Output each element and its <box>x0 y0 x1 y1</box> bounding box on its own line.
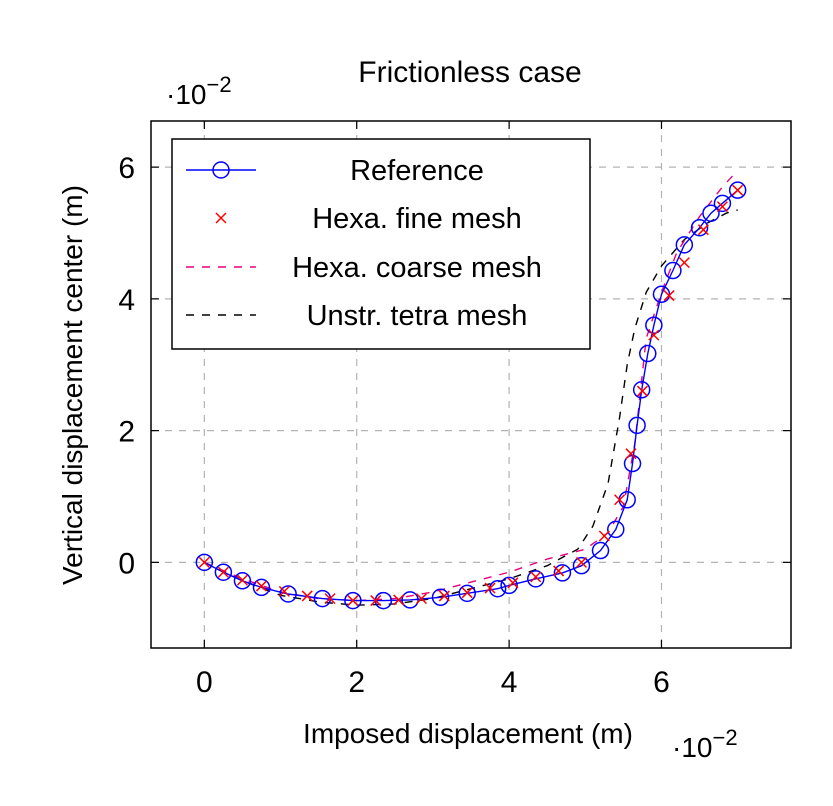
x-multiplier: ·10−2 <box>672 725 738 763</box>
y-multiplier-exponent: −2 <box>206 72 231 97</box>
legend-box <box>171 138 591 350</box>
y-tick-label: 4 <box>118 284 135 317</box>
data-point <box>458 584 476 603</box>
y-axis-label: Vertical displacement center (m) <box>57 185 88 585</box>
data-point <box>347 595 359 607</box>
legend: Reference Hexa. fine mesh Hexa. coarse mes… <box>171 138 591 350</box>
legend-label: Unstr. tetra mesh <box>307 300 528 332</box>
x-multiplier-exponent: −2 <box>712 725 737 750</box>
y-multiplier: ·10−2 <box>166 72 232 110</box>
legend-entry: Hexa. coarse mesh <box>186 252 542 284</box>
data-point <box>236 574 248 586</box>
data-point <box>195 553 214 572</box>
legend-marker <box>212 161 230 179</box>
data-point <box>279 585 297 603</box>
series-layer <box>195 169 747 610</box>
data-point <box>690 218 709 237</box>
series-hexa-fine-mesh <box>198 184 744 607</box>
data-point <box>484 582 496 594</box>
data-point <box>527 570 545 588</box>
data-point <box>233 572 252 590</box>
data-point <box>598 530 610 542</box>
data-point <box>530 571 542 583</box>
legend-label: Reference <box>350 155 484 187</box>
data-point <box>344 591 362 610</box>
data-point <box>648 329 660 341</box>
data-point <box>675 236 694 254</box>
data-point <box>553 564 572 582</box>
data-point <box>438 590 450 602</box>
data-point <box>217 566 229 578</box>
legend-label: Hexa. coarse mesh <box>292 252 542 284</box>
x-tick-label: 2 <box>348 666 365 699</box>
plot-frame <box>150 120 792 649</box>
data-point <box>415 593 428 605</box>
data-point <box>636 385 648 397</box>
data-point <box>431 588 450 607</box>
data-point <box>591 541 610 560</box>
data-point <box>625 448 637 460</box>
data-point <box>575 556 588 568</box>
legend-entry: Hexa. fine mesh <box>215 203 522 235</box>
data-point <box>324 593 336 605</box>
x-tick-label: 4 <box>501 666 518 699</box>
legend-entry: Reference <box>186 155 484 187</box>
data-point <box>716 201 728 213</box>
data-point <box>702 204 720 222</box>
series-unstr-tetra-mesh <box>203 209 738 606</box>
series-line <box>204 169 739 602</box>
series-line <box>203 209 738 606</box>
data-point <box>461 587 473 599</box>
data-point <box>553 565 565 577</box>
chart-title: Frictionless case <box>358 56 581 89</box>
x-tick-label: 6 <box>653 666 670 699</box>
data-point <box>732 184 744 196</box>
data-point <box>628 416 646 435</box>
data-point <box>500 576 518 595</box>
data-point <box>393 594 405 606</box>
data-point <box>678 257 690 269</box>
data-point <box>663 290 675 302</box>
data-point <box>252 578 271 597</box>
data-point <box>572 556 591 575</box>
data-point <box>301 590 313 602</box>
data-point <box>645 316 663 334</box>
data-point <box>507 577 519 589</box>
data-point <box>198 556 210 568</box>
y-tick-label: 0 <box>118 547 135 580</box>
legend-entry: Unstr. tetra mesh <box>186 300 527 332</box>
data-point <box>639 344 657 363</box>
data-point <box>728 181 747 199</box>
data-point <box>713 194 732 213</box>
series-hexa-coarse-mesh <box>204 169 739 602</box>
x-tick-label: 0 <box>196 666 213 699</box>
ticks: 0 2 4 6 0 2 4 6 <box>118 121 791 699</box>
data-point <box>697 224 709 236</box>
data-point <box>664 261 682 280</box>
series-line <box>203 189 739 602</box>
data-point <box>255 580 268 592</box>
data-point <box>370 595 382 607</box>
x-axis-label: Imposed displacement (m) <box>303 718 633 749</box>
data-point <box>278 585 290 597</box>
data-point <box>401 591 419 609</box>
data-point <box>614 494 626 506</box>
y-tick-label: 2 <box>118 416 135 449</box>
data-point <box>607 520 625 539</box>
data-point <box>632 381 651 399</box>
y-tick-label: 6 <box>118 152 135 185</box>
legend-label: Hexa. fine mesh <box>312 203 522 235</box>
data-point <box>214 563 233 581</box>
